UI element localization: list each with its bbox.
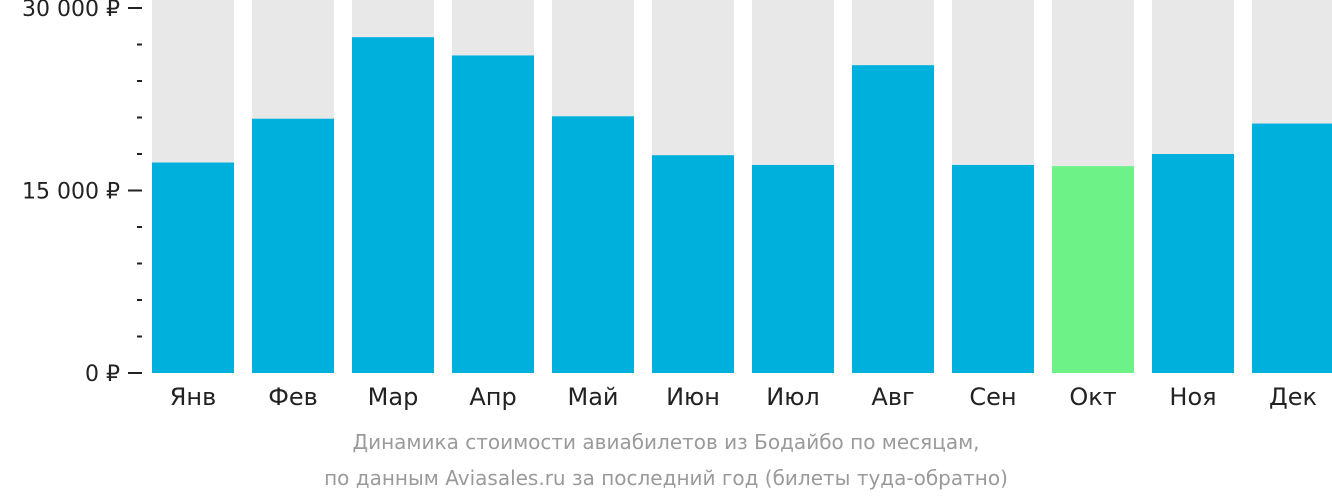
y-tick-label: 0 ₽	[85, 362, 120, 387]
x-tick-label: Дек	[1269, 383, 1317, 411]
y-tick-label: 30 000 ₽	[22, 0, 120, 22]
bar	[1252, 123, 1332, 373]
x-tick-label: Апр	[469, 383, 516, 411]
bar	[152, 162, 234, 373]
bar	[552, 116, 634, 374]
y-tick-label: 15 000 ₽	[22, 180, 120, 205]
x-tick-label: Мар	[368, 383, 419, 411]
bar	[952, 164, 1034, 373]
x-tick-label: Май	[567, 383, 618, 411]
bar	[852, 65, 934, 373]
x-tick-label: Фев	[268, 383, 318, 411]
x-tick-label: Окт	[1069, 383, 1116, 411]
bar	[1052, 166, 1134, 373]
bar	[1152, 154, 1234, 373]
bar	[252, 118, 334, 373]
x-tick-label: Янв	[170, 383, 217, 411]
bar	[752, 164, 834, 373]
x-tick-label: Ноя	[1169, 383, 1216, 411]
bar	[652, 155, 734, 373]
x-tick-label: Сен	[969, 383, 1016, 411]
bar	[452, 55, 534, 373]
x-tick-label: Авг	[871, 383, 914, 411]
bar	[352, 37, 434, 373]
x-tick-label: Июн	[666, 383, 720, 411]
price-bar-chart: 0 ₽ 15 000 ₽ 30 000 ₽ Янв Фев Мар Апр Май Июн Июл…	[22, 0, 1332, 411]
chart-caption-line-2: по данным Aviasales.ru за последний год …	[324, 466, 1008, 490]
chart-caption-line-1: Динамика стоимости авиабилетов из Бодайб…	[352, 430, 980, 454]
x-tick-label: Июл	[766, 383, 820, 411]
